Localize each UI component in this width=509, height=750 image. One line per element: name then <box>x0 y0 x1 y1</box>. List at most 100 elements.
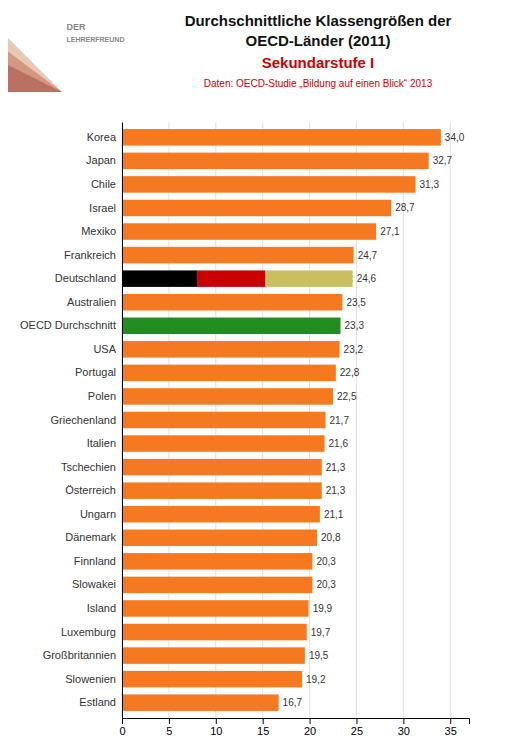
data-label: 22,5 <box>337 391 357 402</box>
data-label: 31,3 <box>420 179 440 190</box>
data-labels: 34,032,731,328,727,124,724,623,523,323,2… <box>283 132 465 708</box>
tick-mark <box>403 718 404 724</box>
logo-text: LEHRERFREUND <box>67 36 125 43</box>
data-label: 21,3 <box>326 462 346 473</box>
logo-shape <box>8 52 62 93</box>
data-label: 32,7 <box>433 155 453 166</box>
data-label: 19,5 <box>309 650 329 661</box>
data-label: 34,0 <box>445 132 465 143</box>
tick-label: 0 <box>119 725 125 737</box>
tick-label: Israel <box>89 202 116 214</box>
tick-label: OECD Durchschnitt <box>20 319 116 331</box>
data-label: 20,3 <box>316 579 336 590</box>
data-label: 19,7 <box>311 627 331 638</box>
tick-label: 10 <box>210 725 222 737</box>
tick-mark <box>450 718 451 724</box>
title-line: OECD-Länder (2011) <box>245 32 390 49</box>
tick-label: Japan <box>86 154 116 166</box>
bar <box>122 624 307 640</box>
data-label: 20,3 <box>316 556 336 567</box>
bar <box>122 200 391 216</box>
tick-label: 30 <box>398 725 410 737</box>
y-tick: Mexiko <box>81 225 116 237</box>
logo-text: DER <box>67 22 87 32</box>
y-tick: Italien <box>87 437 116 449</box>
y-tick: Deutschland <box>55 272 116 284</box>
tick-mark <box>356 718 357 724</box>
bar <box>122 530 317 546</box>
tick-label: Estland <box>79 696 116 708</box>
tick-label: Dänemark <box>65 531 116 543</box>
subtitle: Sekundarstufe I <box>262 54 375 71</box>
data-label: 19,2 <box>306 674 326 685</box>
tick-label: Slowenien <box>65 673 116 685</box>
source-note: Daten: OECD-Studie „Bildung auf einen Bl… <box>204 78 433 89</box>
x-tick: 20 <box>304 718 316 737</box>
y-tick: Ungarn <box>80 508 116 520</box>
data-label: 21,7 <box>330 415 350 426</box>
bar <box>122 176 416 192</box>
x-tick: 25 <box>351 718 363 737</box>
logo: DER LEHRERFREUND <box>8 22 124 92</box>
bar <box>122 482 322 498</box>
tick-label: Großbritannien <box>43 649 116 661</box>
y-tick: Island <box>87 602 116 614</box>
bar <box>122 318 341 334</box>
x-tick: 35 <box>445 718 457 737</box>
data-label: 21,1 <box>324 509 344 520</box>
bar <box>122 153 429 169</box>
y-tick: Polen <box>88 390 116 402</box>
logo-shape <box>8 38 62 92</box>
y-tick: Slowakei <box>72 578 116 590</box>
bar <box>122 412 326 428</box>
tick-label: Mexiko <box>81 225 116 237</box>
bar <box>122 577 312 593</box>
tick-label: 25 <box>351 725 363 737</box>
y-tick: Großbritannien <box>43 649 116 661</box>
tick-label: Frankreich <box>64 249 116 261</box>
data-label: 28,7 <box>395 202 415 213</box>
data-label: 23,5 <box>346 297 366 308</box>
bar-segment <box>122 270 197 286</box>
y-tick: Australien <box>67 296 116 308</box>
y-tick: Frankreich <box>64 249 116 261</box>
y-axis: KoreaJapanChileIsraelMexikoFrankreichDeu… <box>20 123 122 719</box>
bar <box>122 506 320 522</box>
y-tick: Dänemark <box>65 531 116 543</box>
bar <box>122 671 302 687</box>
tick-label: Island <box>87 602 116 614</box>
x-tick: 15 <box>257 718 269 737</box>
bar <box>122 294 342 310</box>
tick-label: Italien <box>87 437 116 449</box>
bar <box>122 459 322 475</box>
tick-mark <box>263 718 264 724</box>
grid-line <box>122 122 123 718</box>
y-tick: Israel <box>89 202 116 214</box>
y-tick: OECD Durchschnitt <box>20 319 116 331</box>
logo-shape <box>8 65 62 92</box>
data-label: 22,8 <box>340 367 360 378</box>
tick-mark <box>216 718 217 724</box>
y-tick: Griechenland <box>51 414 116 426</box>
x-tick: 5 <box>166 718 172 737</box>
tick-label: Deutschland <box>55 272 116 284</box>
y-tick: Estland <box>79 696 116 708</box>
y-tick: Tschechien <box>61 461 116 473</box>
title-line: Durchschnittliche Klassengrößen der <box>185 12 452 29</box>
tick-label: 35 <box>445 725 457 737</box>
y-tick: Finnland <box>74 555 116 567</box>
y-tick: USA <box>93 343 116 355</box>
tick-label: Tschechien <box>61 461 116 473</box>
data-label: 23,3 <box>345 320 365 331</box>
y-tick: Portugal <box>75 366 116 378</box>
data-label: 27,1 <box>380 226 400 237</box>
tick-label: Slowakei <box>72 578 116 590</box>
y-tick: Chile <box>91 178 116 190</box>
y-tick: Slowenien <box>65 673 116 685</box>
x-tick: 10 <box>210 718 222 737</box>
tick-label: 15 <box>257 725 269 737</box>
bars <box>122 129 441 711</box>
x-axis: 0 5 10 15 20 25 30 35 <box>119 718 469 737</box>
tick-label: Chile <box>91 178 116 190</box>
tick-label: Ungarn <box>80 508 116 520</box>
